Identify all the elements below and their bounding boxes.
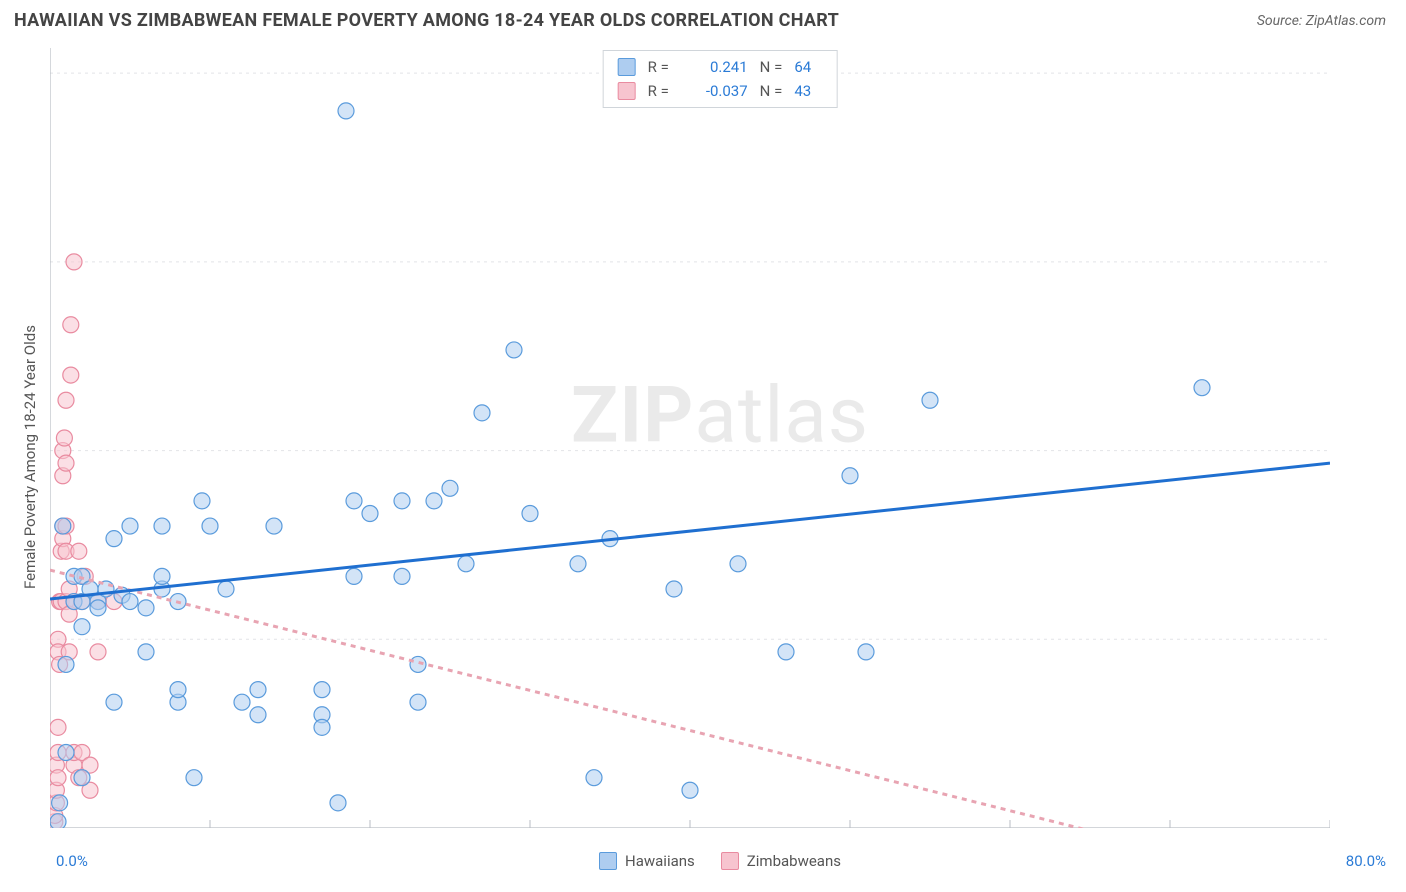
- legend-label-hawaiians: Hawaiians: [625, 852, 695, 870]
- swatch-zimbabweans-icon: [721, 852, 739, 870]
- series-legend: Hawaiians Zimbabweans: [599, 852, 841, 870]
- plot-area: Female Poverty Among 18-24 Year Olds ZIP…: [50, 48, 1390, 848]
- r-value-zimbabweans: -0.037: [688, 82, 748, 100]
- legend-row-hawaiians: R = 0.241 N = 64: [618, 55, 823, 79]
- legend-item-zimbabweans: Zimbabweans: [721, 852, 841, 870]
- r-value-hawaiians: 0.241: [688, 58, 748, 76]
- legend-row-zimbabweans: R = -0.037 N = 43: [618, 79, 823, 103]
- x-max-label: 80.0%: [1346, 852, 1386, 870]
- swatch-hawaiians: [618, 58, 636, 76]
- x-origin-label: 0.0%: [56, 852, 88, 870]
- legend-label-zimbabweans: Zimbabweans: [747, 852, 841, 870]
- swatch-hawaiians-icon: [599, 852, 617, 870]
- n-value-hawaiians: 64: [794, 58, 822, 76]
- swatch-zimbabweans: [618, 82, 636, 100]
- correlation-legend: R = 0.241 N = 64 R = -0.037 N = 43: [603, 50, 838, 108]
- source-label: Source: ZipAtlas.com: [1257, 13, 1386, 29]
- chart-title: HAWAIIAN VS ZIMBABWEAN FEMALE POVERTY AM…: [14, 10, 839, 31]
- legend-item-hawaiians: Hawaiians: [599, 852, 695, 870]
- scatter-chart: [50, 48, 1330, 828]
- y-axis-label: Female Poverty Among 18-24 Year Olds: [21, 325, 39, 589]
- n-value-zimbabweans: 43: [794, 82, 822, 100]
- title-bar: HAWAIIAN VS ZIMBABWEAN FEMALE POVERTY AM…: [0, 0, 1406, 37]
